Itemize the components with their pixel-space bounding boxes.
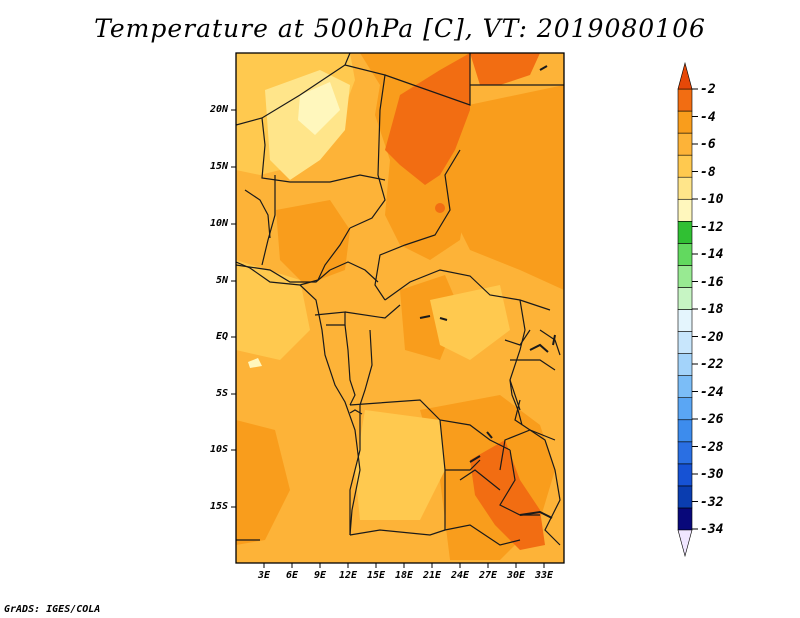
colorbar-label: -2 [700, 82, 716, 97]
colorbar [677, 61, 698, 558]
lakes [419, 65, 556, 519]
colorbar-max-arrow [677, 61, 693, 90]
colorbar-label: -8 [700, 165, 716, 180]
lon-label: 3E [257, 570, 271, 581]
colorbar-swatch [677, 485, 693, 509]
colorbar-swatch [677, 507, 693, 531]
colorbar-swatch [677, 463, 693, 487]
lon-label: 15E [366, 570, 386, 581]
colorbar-swatch [677, 221, 693, 244]
colorbar-label: -32 [700, 495, 724, 510]
colorbar-swatch [677, 353, 693, 376]
colorbar-swatch [677, 419, 693, 443]
colorbar-label: -14 [700, 247, 724, 262]
colorbar-label: -22 [700, 357, 724, 372]
colorbar-swatch [677, 331, 693, 354]
lat-label: 5S [215, 388, 228, 399]
lat-label: EQ [215, 331, 228, 342]
lon-label: 12E [338, 570, 358, 581]
lat-label: 10N [209, 218, 228, 229]
lon-label: 18E [394, 570, 414, 581]
colorbar-swatch [677, 397, 693, 421]
colorbar-min-arrow [677, 529, 693, 558]
colorbar-label: -24 [700, 385, 724, 400]
colorbar-label: -20 [700, 330, 724, 345]
colorbar-label: -12 [700, 220, 724, 235]
lat-label: 5N [215, 275, 228, 286]
colorbar-swatch [677, 198, 693, 222]
colorbar-label: -10 [700, 192, 724, 207]
colorbar-label: -16 [700, 275, 724, 290]
colorbar-swatch [677, 243, 693, 266]
colorbar-swatch [677, 375, 693, 398]
lon-label: 27E [478, 570, 498, 581]
lon-label: 30E [506, 570, 526, 581]
country-borders [236, 53, 564, 546]
colorbar-swatch [677, 309, 693, 332]
colorbar-label: -4 [700, 110, 716, 125]
colorbar-label: -34 [700, 522, 724, 537]
colorbar-swatch [677, 110, 693, 134]
colorbar-swatch [677, 154, 693, 178]
lon-label: 21E [422, 570, 442, 581]
colorbar-label: -30 [700, 467, 724, 482]
lon-label: 33E [534, 570, 554, 581]
map-title: Temperature at 500hPa [C], VT: 201908010… [94, 14, 706, 43]
colorbar-swatch [677, 88, 693, 112]
axis-ticks [231, 109, 545, 568]
lat-label: 15N [209, 161, 228, 172]
lat-label: 10S [209, 444, 228, 455]
lat-label: 15S [209, 501, 228, 512]
colorbar-label: -26 [700, 412, 724, 427]
colorbar-swatch [677, 176, 693, 200]
colorbar-swatch [677, 287, 693, 310]
lat-label: 20N [209, 104, 228, 115]
lon-label: 9E [313, 570, 327, 581]
temperature-field [236, 53, 564, 563]
map-frame [235, 52, 565, 564]
colorbar-swatch [677, 441, 693, 465]
colorbar-label: -6 [700, 137, 716, 152]
colorbar-label: -28 [700, 440, 724, 455]
lon-label: 24E [450, 570, 470, 581]
grads-credit: GrADS: IGES/COLA [4, 604, 101, 615]
colorbar-label: -18 [700, 302, 724, 317]
colorbar-swatch [677, 265, 693, 288]
colorbar-swatch [677, 132, 693, 156]
lon-label: 6E [285, 570, 299, 581]
